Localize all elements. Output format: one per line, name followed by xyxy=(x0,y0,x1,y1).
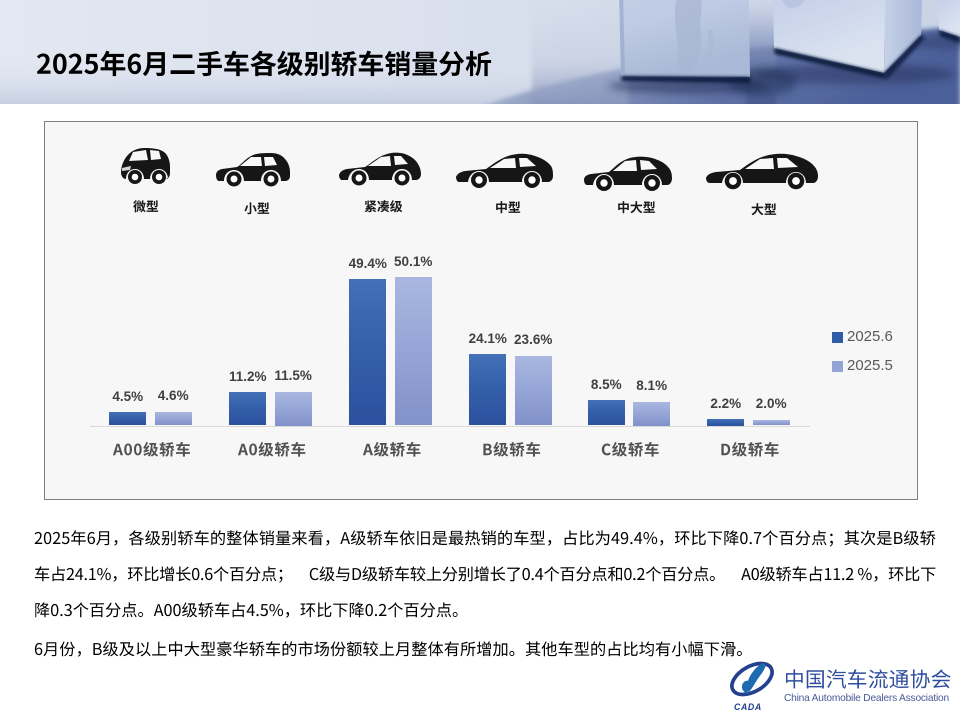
svg-text:CADA: CADA xyxy=(734,702,762,712)
